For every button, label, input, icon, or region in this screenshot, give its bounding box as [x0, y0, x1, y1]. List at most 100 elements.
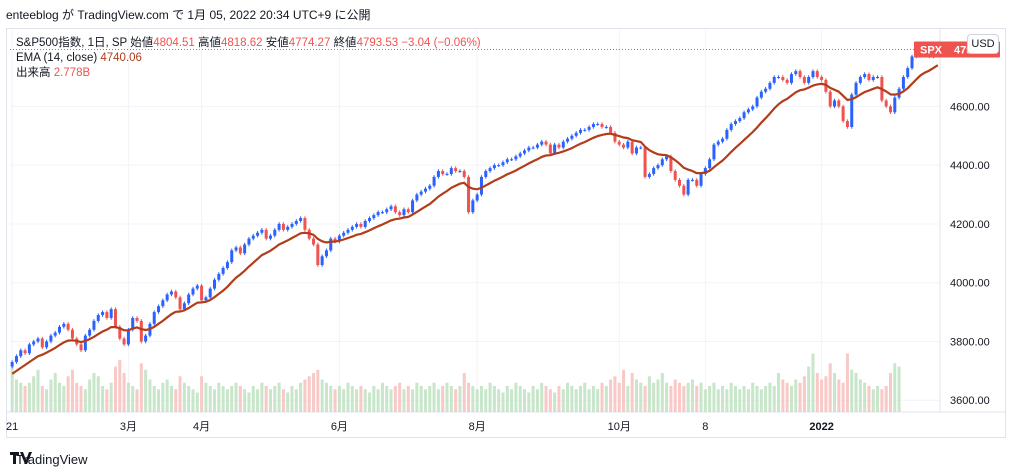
volume-bar: [126, 382, 130, 412]
candle-body: [208, 288, 212, 298]
candle-body: [527, 147, 531, 151]
candle-body: [62, 323, 66, 327]
candle-body: [716, 141, 720, 145]
volume-bar: [841, 382, 845, 412]
volume-bar: [70, 369, 74, 412]
candle-body: [131, 317, 135, 330]
candle-body: [884, 100, 888, 107]
candle-body: [755, 97, 759, 107]
volume-bar: [479, 386, 483, 412]
volume-bar: [174, 389, 178, 412]
candle-body: [626, 141, 630, 148]
candle-body: [746, 109, 750, 113]
volume-bar: [204, 382, 208, 412]
candle-body: [669, 156, 673, 172]
candle-body: [118, 326, 122, 339]
volume-bar: [428, 386, 432, 412]
candle-body: [777, 77, 781, 79]
volume-bar: [337, 386, 341, 412]
volume-bar: [372, 386, 376, 412]
volume-bar: [759, 389, 763, 412]
volume-bar: [712, 382, 716, 412]
volume-bar: [820, 379, 824, 412]
volume-bar: [484, 389, 488, 412]
open-label: 始値: [130, 37, 154, 49]
volume-bar: [626, 386, 630, 412]
volume-bar: [83, 389, 87, 412]
candle-body: [876, 77, 880, 79]
x-tick-label: 8月: [469, 421, 486, 433]
candle-body: [428, 185, 432, 189]
volume-bar: [678, 382, 682, 412]
volume-bar: [161, 382, 165, 412]
volume-bar: [256, 389, 260, 412]
candle-body: [893, 97, 897, 113]
candle-body: [113, 309, 117, 327]
y-tick-label: 4600.00: [950, 101, 990, 113]
volume-row: 出来高 2.778B: [16, 66, 481, 81]
volume-bar: [389, 389, 393, 412]
volume-bar: [880, 389, 884, 412]
candle-body: [243, 244, 247, 254]
volume-bar: [492, 386, 496, 412]
volume-bar: [217, 382, 221, 412]
volume-bar: [27, 382, 31, 412]
volume-bar: [467, 382, 471, 412]
volume-bar: [264, 386, 268, 412]
candle-body: [901, 77, 905, 89]
x-tick-label: 10月: [608, 421, 631, 433]
candle-body: [187, 294, 191, 304]
volume-bar: [660, 373, 664, 412]
volume-bar: [299, 382, 303, 412]
open-value: 4804.51: [153, 37, 195, 49]
candle-body: [402, 209, 406, 216]
volume-bar: [281, 389, 285, 412]
candle-body: [294, 221, 298, 224]
candle-body: [70, 329, 74, 339]
volume-bar: [10, 366, 14, 412]
volume-bar: [273, 386, 277, 412]
volume-bar: [876, 386, 880, 412]
candle-body: [174, 291, 178, 298]
volume-bar: [768, 382, 772, 412]
candle-body: [845, 121, 849, 127]
volume-bar: [557, 386, 561, 412]
currency-button[interactable]: USD: [967, 34, 999, 54]
volume-bar: [105, 389, 109, 412]
volume-bar: [785, 382, 789, 412]
candles: [10, 45, 940, 369]
candle-body: [411, 200, 415, 213]
candle-body: [303, 218, 307, 230]
chart-frame[interactable]: [6, 28, 1006, 438]
volume-bar: [14, 379, 18, 412]
candle-body: [277, 223, 281, 230]
candlestick-chart[interactable]: 3600.00 3800.00 4000.00 4200.00 4400.00 4600.…: [0, 0, 1024, 440]
candle-body: [604, 126, 608, 128]
volume-bar: [316, 369, 320, 412]
candle-body: [759, 91, 763, 98]
volume-bar: [893, 363, 897, 412]
volume-bar: [23, 386, 27, 412]
volume-bar: [415, 382, 419, 412]
close-label: 終値: [333, 37, 357, 49]
high-label: 高値: [198, 37, 221, 49]
volume-bar: [570, 386, 574, 412]
brand-footer[interactable]: TradingView: [10, 452, 88, 467]
volume-bar: [208, 386, 212, 412]
candle-body: [200, 285, 204, 301]
volume-bar: [307, 376, 311, 412]
y-tick-label: 4000.00: [950, 278, 990, 290]
volume-bar: [290, 386, 294, 412]
volume-bar: [613, 376, 617, 412]
volume-bar: [488, 382, 492, 412]
volume-bar: [277, 382, 281, 412]
candle-body: [290, 223, 294, 227]
candle-body: [660, 159, 664, 166]
candle-body: [264, 229, 268, 239]
volume-bar: [113, 366, 117, 412]
volume-bar: [540, 382, 544, 412]
candle-body: [833, 100, 837, 107]
candle-body: [135, 317, 139, 321]
candle-body: [479, 176, 483, 195]
volume-bar: [755, 386, 759, 412]
